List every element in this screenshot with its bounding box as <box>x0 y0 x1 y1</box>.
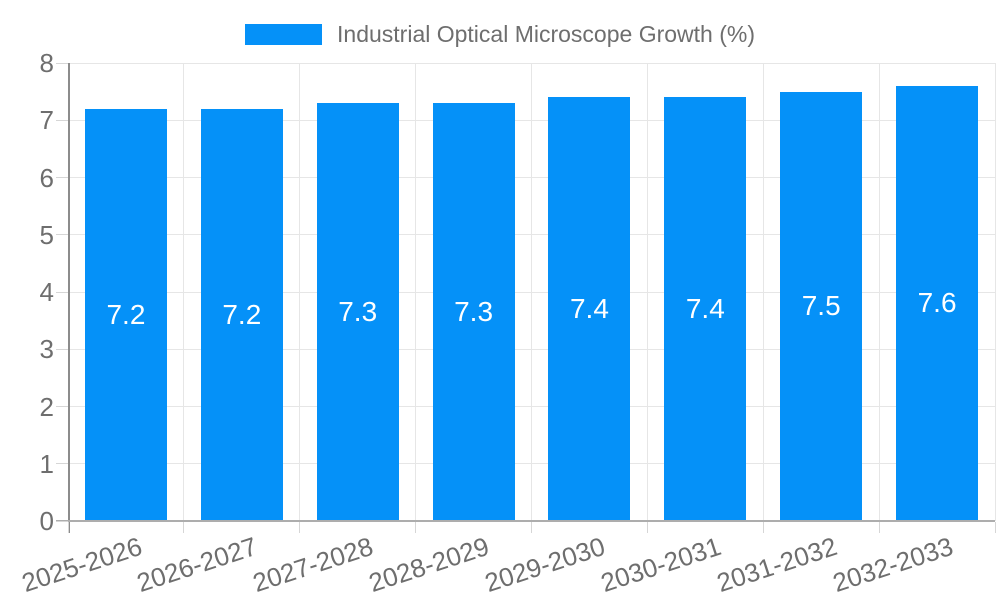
gridline <box>415 63 417 521</box>
bar[interactable]: 7.6 <box>896 85 979 521</box>
x-axis-label: 2029-2030 <box>481 531 609 598</box>
x-axis-label: 2031-2032 <box>712 531 841 598</box>
y-axis <box>68 63 70 533</box>
gridline <box>994 63 996 521</box>
legend-swatch-icon <box>245 24 323 45</box>
y-axis-tick <box>56 463 68 465</box>
y-axis-tick <box>56 520 68 522</box>
y-axis-label: 0 <box>39 506 54 536</box>
y-axis-tick <box>56 348 68 350</box>
legend[interactable]: Industrial Optical Microscope Growth (%) <box>0 21 1000 48</box>
bar[interactable]: 7.4 <box>664 97 747 521</box>
y-axis-label: 7 <box>39 105 54 136</box>
x-axis-tick <box>415 522 417 533</box>
bar[interactable]: 7.5 <box>780 91 863 521</box>
gridline <box>646 63 648 521</box>
x-axis-tick <box>67 522 69 533</box>
bar-value-label: 7.2 <box>222 298 262 330</box>
gridline <box>183 63 185 521</box>
x-axis-tick <box>762 522 764 533</box>
y-axis-tick <box>56 234 68 236</box>
bar[interactable]: 7.2 <box>84 108 167 521</box>
x-axis-label: 2027-2028 <box>249 531 377 598</box>
bar[interactable]: 7.2 <box>200 108 283 521</box>
y-axis-tick <box>56 177 68 178</box>
bar-value-label: 7.5 <box>801 290 841 322</box>
bar[interactable]: 7.3 <box>316 103 399 521</box>
plot-area: 7.2 7.2 7.3 7.3 7.4 7.4 7.5 7.6 <box>68 62 996 521</box>
bar-value-label: 7.3 <box>454 296 494 328</box>
x-axis-label: 2025-2026 <box>17 531 146 598</box>
x-axis-label: 2030-2031 <box>597 531 725 598</box>
bar-value-label: 7.4 <box>685 293 725 325</box>
x-axis-tick <box>646 522 648 533</box>
bar[interactable]: 7.4 <box>548 97 631 521</box>
x-axis-tick <box>531 522 532 533</box>
x-axis-tick <box>299 522 301 533</box>
x-axis-tick <box>994 522 996 533</box>
x-axis-label: 2026-2027 <box>133 531 262 598</box>
y-axis-tick <box>56 119 68 121</box>
y-axis-tick <box>56 406 68 407</box>
gridline <box>531 63 532 521</box>
bar-value-label: 7.3 <box>338 296 378 328</box>
y-axis-label: 5 <box>39 219 54 250</box>
x-axis <box>56 520 995 522</box>
x-axis-label: 2032-2033 <box>828 531 957 598</box>
bar[interactable]: 7.3 <box>432 103 515 521</box>
x-axis-label: 2028-2029 <box>365 531 493 598</box>
y-axis-tick <box>56 62 68 64</box>
y-axis-tick <box>56 291 68 293</box>
x-axis-tick <box>878 522 880 533</box>
y-axis-label: 6 <box>39 162 54 193</box>
legend-label: Industrial Optical Microscope Growth (%) <box>337 21 755 47</box>
y-axis-label: 8 <box>39 48 54 78</box>
y-axis-label: 2 <box>39 391 54 422</box>
gridline <box>762 63 764 521</box>
bar-value-label: 7.4 <box>569 293 609 325</box>
y-axis-label: 3 <box>39 334 54 365</box>
bar-value-label: 7.2 <box>106 298 146 330</box>
y-axis-label: 1 <box>39 448 54 479</box>
x-axis-tick <box>183 522 185 533</box>
gridline <box>299 63 301 521</box>
y-axis-label: 4 <box>39 277 54 307</box>
bar-value-label: 7.6 <box>917 287 957 319</box>
gridline <box>878 63 880 521</box>
